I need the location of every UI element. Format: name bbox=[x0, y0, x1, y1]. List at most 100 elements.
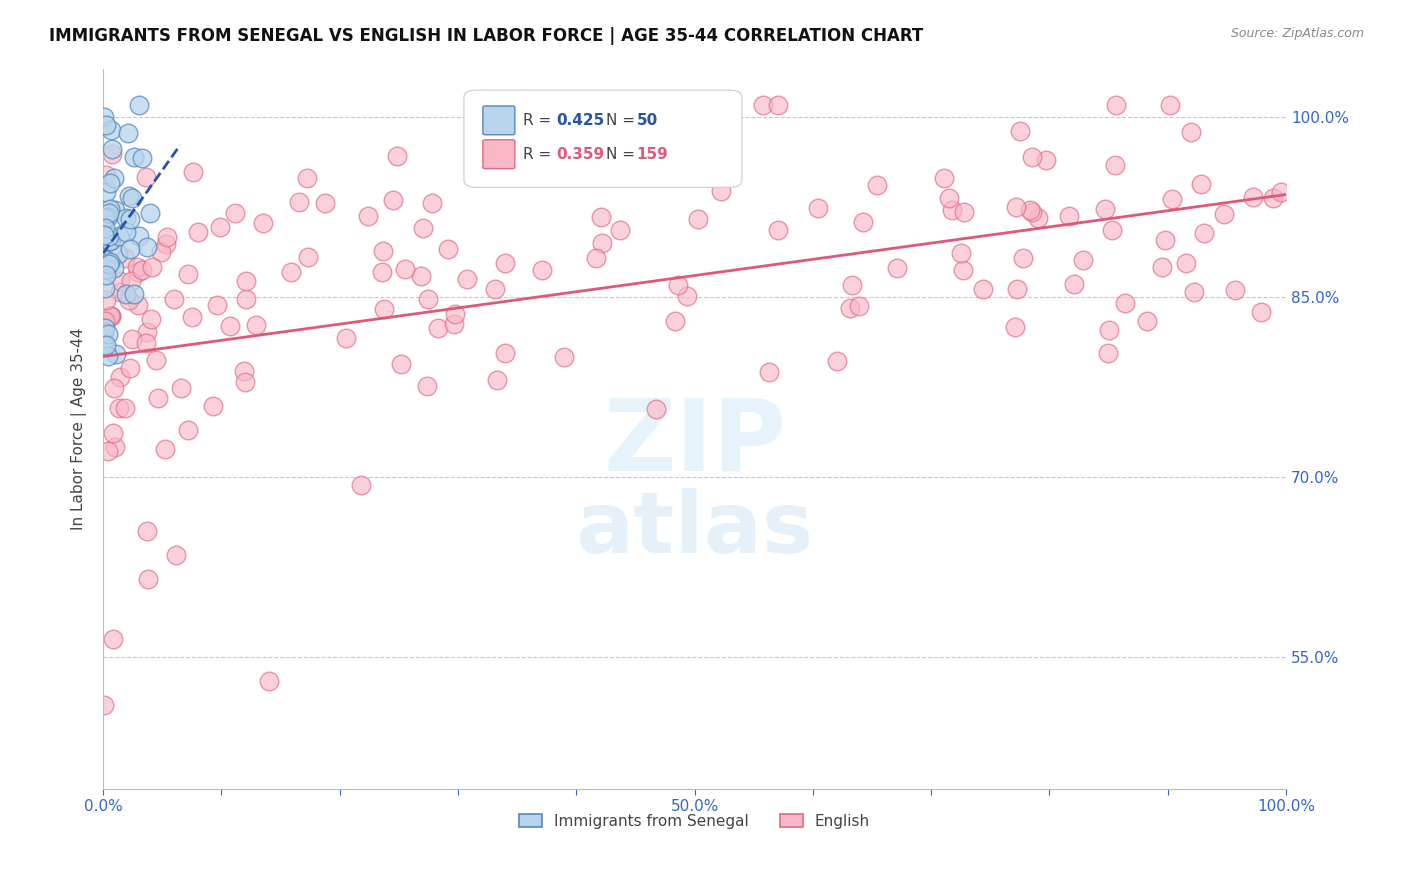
Point bbox=[107, 229, 129, 244]
Point bbox=[675, 129, 697, 144]
Point bbox=[97, 444, 120, 458]
Point bbox=[128, 229, 150, 244]
Point bbox=[416, 292, 439, 306]
Point bbox=[177, 267, 200, 281]
Point bbox=[96, 185, 118, 199]
Point bbox=[96, 349, 118, 363]
Text: 50: 50 bbox=[637, 113, 658, 128]
Point bbox=[1101, 222, 1123, 236]
FancyBboxPatch shape bbox=[482, 106, 515, 135]
Point bbox=[1114, 296, 1136, 310]
Point bbox=[1225, 283, 1247, 297]
Point bbox=[146, 392, 169, 406]
Point bbox=[127, 298, 149, 312]
Text: 0.425: 0.425 bbox=[557, 113, 605, 128]
Point bbox=[110, 369, 132, 384]
Point bbox=[295, 171, 318, 186]
Point bbox=[688, 212, 710, 227]
Point bbox=[100, 310, 122, 324]
Point bbox=[1174, 256, 1197, 270]
Point bbox=[553, 350, 575, 364]
Point bbox=[101, 146, 124, 161]
Point bbox=[416, 379, 439, 393]
Point bbox=[122, 150, 145, 164]
Point bbox=[98, 234, 121, 248]
Point bbox=[972, 282, 994, 296]
Point bbox=[385, 149, 408, 163]
Point bbox=[135, 169, 157, 184]
Point bbox=[443, 317, 465, 331]
Point bbox=[1152, 260, 1174, 275]
Point bbox=[394, 262, 416, 277]
Point bbox=[98, 206, 121, 220]
Point bbox=[107, 247, 129, 261]
Point bbox=[297, 251, 319, 265]
Point bbox=[135, 335, 157, 350]
Point bbox=[807, 201, 830, 215]
Point bbox=[1094, 202, 1116, 217]
Point bbox=[494, 255, 516, 269]
FancyBboxPatch shape bbox=[464, 90, 742, 187]
Point bbox=[94, 211, 117, 225]
Point bbox=[427, 320, 450, 334]
Text: N =: N = bbox=[606, 113, 640, 128]
Point bbox=[1136, 314, 1159, 328]
Point bbox=[710, 184, 733, 198]
Point bbox=[94, 261, 117, 276]
Point bbox=[98, 202, 121, 216]
Point bbox=[1241, 190, 1264, 204]
Point bbox=[93, 325, 115, 339]
Point bbox=[115, 286, 138, 301]
Point bbox=[350, 477, 373, 491]
Point bbox=[232, 364, 254, 378]
Point bbox=[93, 110, 115, 124]
Point bbox=[121, 191, 143, 205]
Text: 159: 159 bbox=[637, 146, 668, 161]
Text: R =: R = bbox=[523, 146, 557, 161]
Point bbox=[93, 228, 115, 243]
Point bbox=[150, 245, 173, 260]
Point bbox=[664, 314, 686, 328]
Point bbox=[949, 245, 972, 260]
Legend: Immigrants from Senegal, English: Immigrants from Senegal, English bbox=[513, 807, 876, 835]
Point bbox=[208, 220, 231, 235]
Point bbox=[1161, 192, 1184, 206]
Point bbox=[180, 310, 202, 324]
Point bbox=[1005, 200, 1028, 214]
Y-axis label: In Labor Force | Age 35-44: In Labor Force | Age 35-44 bbox=[72, 327, 87, 530]
Point bbox=[941, 203, 963, 218]
Point bbox=[93, 257, 115, 271]
Text: ZIP: ZIP bbox=[603, 394, 786, 491]
Point bbox=[98, 177, 121, 191]
Point bbox=[94, 337, 117, 351]
Point bbox=[280, 265, 302, 279]
Point bbox=[825, 353, 848, 368]
Point bbox=[136, 572, 159, 586]
Point bbox=[1098, 323, 1121, 337]
Point bbox=[103, 381, 125, 395]
Point bbox=[444, 307, 467, 321]
Point bbox=[101, 632, 124, 646]
Point bbox=[165, 548, 187, 562]
Point bbox=[100, 233, 122, 247]
Point bbox=[108, 401, 131, 415]
Point bbox=[1159, 97, 1181, 112]
Point bbox=[676, 289, 699, 303]
Point bbox=[952, 263, 974, 277]
Point bbox=[135, 240, 157, 254]
Point bbox=[96, 293, 118, 307]
Point bbox=[852, 214, 875, 228]
Point bbox=[381, 193, 404, 207]
Point bbox=[224, 206, 246, 220]
Text: N =: N = bbox=[606, 146, 640, 161]
Point bbox=[1261, 191, 1284, 205]
Point bbox=[117, 126, 139, 140]
Point bbox=[1004, 319, 1026, 334]
Point bbox=[98, 255, 121, 269]
Point bbox=[371, 265, 394, 279]
Point bbox=[1021, 205, 1043, 219]
Point bbox=[530, 262, 553, 277]
Point bbox=[110, 274, 132, 288]
Point bbox=[94, 281, 117, 295]
Point bbox=[456, 271, 478, 285]
